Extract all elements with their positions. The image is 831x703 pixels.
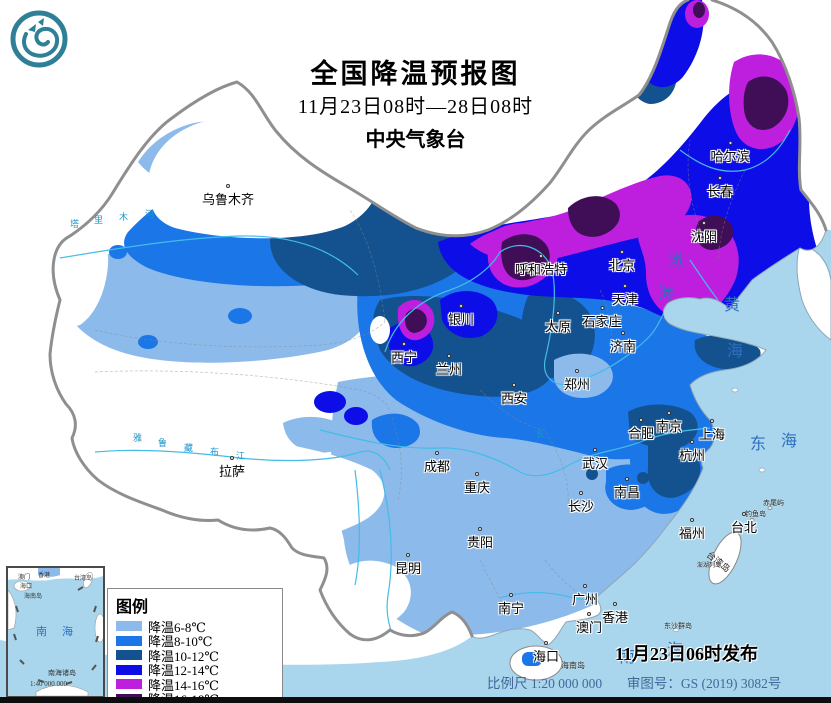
- publish-time: 11月23日06时发布: [615, 644, 759, 664]
- cma-logo: [8, 8, 70, 70]
- legend-color-swatch: [116, 635, 142, 646]
- inset-label: 海口: [20, 584, 33, 590]
- scale-and-approval: 比例尺 1:20 000 000 审图号：GS (2019) 3082号: [487, 672, 781, 692]
- inset-label: 香港: [38, 573, 51, 579]
- legend-color-swatch: [116, 679, 142, 690]
- legend-color-swatch: [116, 664, 142, 675]
- nine-dash-line: [13, 586, 99, 685]
- islands: [509, 387, 773, 681]
- legend-row: 降温8-10℃: [116, 634, 274, 649]
- approval-number: 审图号：GS (2019) 3082号: [626, 676, 782, 691]
- legend-color-swatch: [116, 650, 142, 661]
- rivers: [59, 129, 791, 641]
- coastline: [471, 229, 827, 646]
- light-patch-zhengzhou: [554, 353, 613, 398]
- hainan-cooling-patch: [522, 652, 542, 666]
- inset-label: 海南岛: [24, 594, 43, 600]
- south-china-sea-inset: 澳门 香港台湾岛海口海南岛南 海南海诸岛 1:40 000 000: [6, 566, 105, 698]
- taiwan-island: [708, 531, 742, 585]
- legend-color-swatch: [116, 621, 142, 632]
- legend-row: 降温10-12℃: [116, 648, 274, 664]
- legend-row: 降温6-8℃: [116, 619, 274, 635]
- bottom-bar: [0, 697, 831, 703]
- inset-label: 南: [36, 626, 47, 638]
- legend-item-label: 降温8-10℃: [148, 634, 213, 650]
- inset-label: 海: [62, 626, 73, 638]
- legend-item-label: 降温10-12℃: [148, 648, 219, 664]
- agency-name: 中央气象台: [365, 129, 466, 151]
- legend-item-label: 降温12-14℃: [148, 663, 219, 679]
- legend-box: 图例 降温6-8℃ 降温8-10℃ 降温10-12℃ 降温12-14℃ 降温14…: [107, 588, 283, 703]
- map-scale: 比例尺 1:20 000 000: [487, 676, 603, 691]
- legend-item-label: 降温14-16℃: [148, 677, 219, 693]
- inset-label: 1:40 000 000: [30, 680, 67, 688]
- korea-peninsula: [796, 244, 831, 341]
- national-border: [48, 0, 828, 642]
- legend-row: 降温12-14℃: [116, 663, 274, 678]
- inset-label: 澳门: [18, 575, 31, 581]
- inset-label: 南海诸岛: [48, 669, 76, 677]
- inset-map-graphic: [8, 568, 103, 696]
- legend-item-label: 降温6-8℃: [148, 619, 206, 635]
- province-boundaries: [94, 139, 746, 611]
- legend-row: 降温14-16℃: [116, 677, 274, 693]
- legend-title: 图例: [116, 599, 149, 616]
- inset-label: 台湾岛: [74, 576, 93, 582]
- page-subtitle: 11月23日08时—28日08时: [297, 96, 534, 118]
- page-title: 全国降温预报图: [310, 59, 521, 89]
- dragon-logo-icon: [10, 10, 68, 68]
- legend-items: 降温6-8℃ 降温8-10℃ 降温10-12℃ 降温12-14℃ 降温14-16…: [116, 619, 274, 703]
